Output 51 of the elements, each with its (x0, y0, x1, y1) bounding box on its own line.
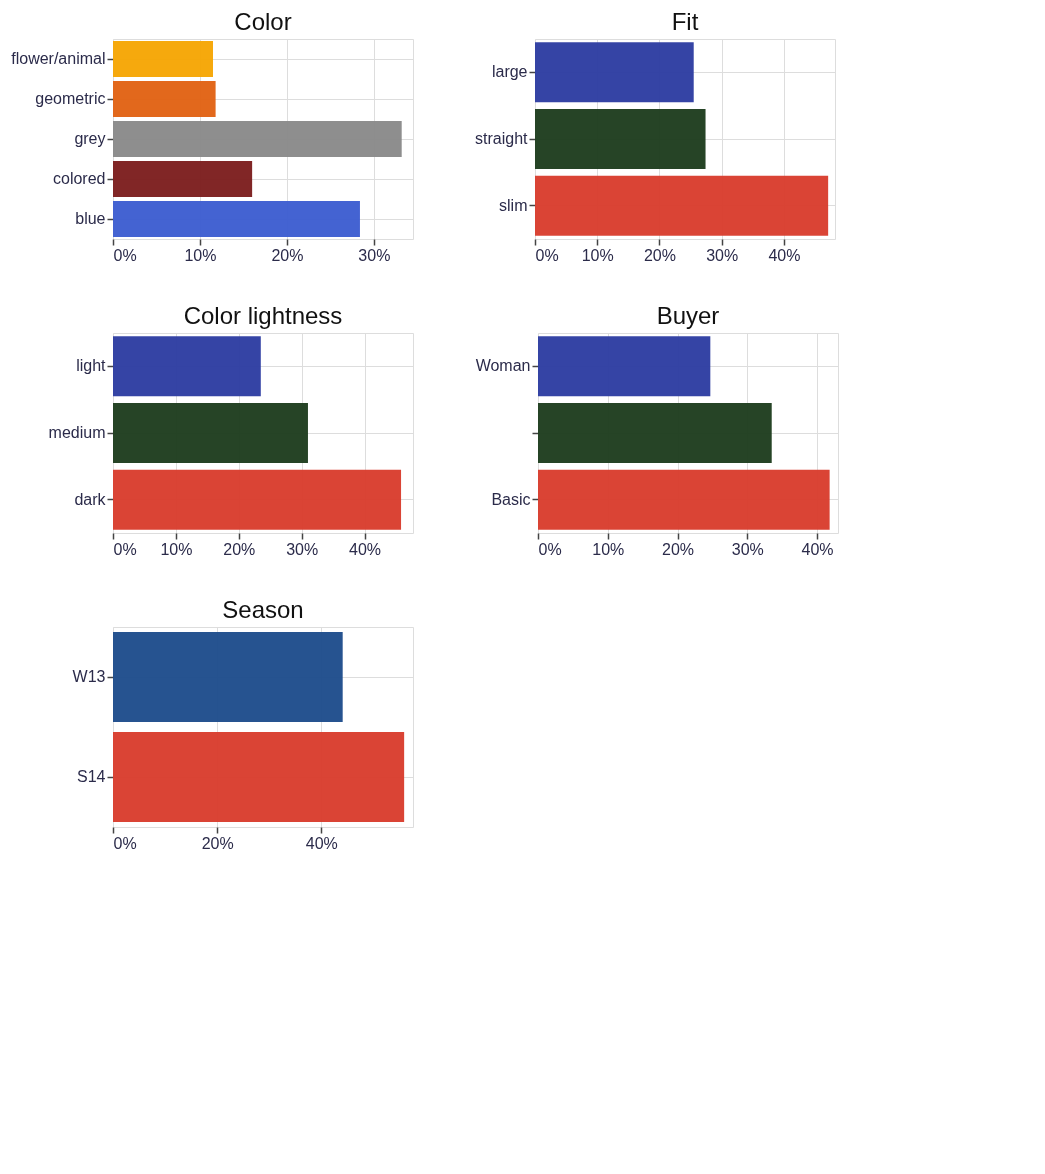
x-tick-label: 0% (538, 540, 562, 558)
x-tick-label: 40% (801, 540, 834, 558)
x-tick-label: 10% (592, 540, 625, 558)
x-tick-label: 10% (581, 246, 614, 264)
bar (113, 403, 308, 463)
y-tick-label: S14 (77, 768, 106, 785)
x-tick-label: 40% (349, 540, 382, 558)
x-tick-label: 30% (358, 246, 391, 264)
chart-title: Season (222, 596, 304, 623)
x-tick-label: 20% (223, 540, 256, 558)
x-tick-label: 20% (643, 246, 676, 264)
bar (538, 403, 772, 463)
y-tick-label: grey (74, 130, 106, 147)
bar (538, 336, 711, 397)
bar (113, 469, 402, 530)
x-tick-label: 30% (706, 246, 739, 264)
y-tick-label: medium (48, 424, 106, 441)
x-tick-label: 0% (113, 540, 137, 558)
x-tick-label: 30% (731, 540, 764, 558)
x-tick-label: 10% (160, 540, 193, 558)
x-tick-label: 20% (201, 834, 234, 852)
bar (535, 42, 694, 103)
bar (538, 469, 830, 530)
x-tick-label: 40% (305, 834, 338, 852)
x-tick-label: 10% (184, 246, 217, 264)
bar (535, 109, 706, 169)
chart-title: Buyer (656, 302, 720, 329)
y-tick-label: large (491, 63, 528, 81)
bar (113, 336, 261, 397)
x-tick-label: 20% (662, 540, 695, 558)
y-tick-label: geometric (35, 90, 106, 107)
bar (535, 175, 829, 236)
y-tick-label: colored (53, 170, 106, 187)
y-tick-label: dark (74, 490, 107, 508)
x-tick-label: 20% (271, 246, 304, 264)
x-tick-label: 40% (768, 246, 801, 264)
x-tick-label: 0% (113, 246, 137, 264)
x-tick-label: 30% (286, 540, 319, 558)
y-tick-label: W13 (72, 668, 106, 685)
chart-title: Color lightness (183, 302, 343, 329)
y-tick-label: straight (475, 130, 529, 147)
x-tick-label: 0% (535, 246, 559, 264)
chart-title: Color (234, 8, 292, 35)
y-tick-label: light (76, 357, 107, 375)
y-tick-label: blue (75, 210, 106, 227)
y-tick-label: Basic (491, 490, 531, 508)
y-tick-label: slim (499, 196, 528, 214)
x-tick-label: 0% (113, 834, 137, 852)
chart-title: Fit (671, 8, 699, 35)
y-tick-label: Woman (475, 357, 531, 375)
y-tick-label: flower/animal (11, 50, 106, 67)
